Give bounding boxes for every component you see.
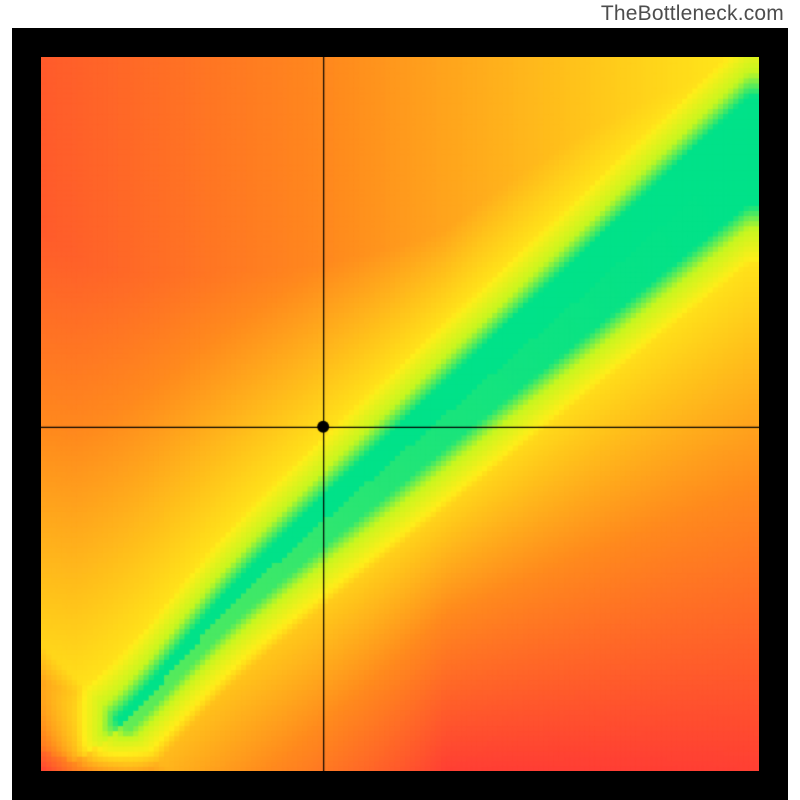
- watermark-label: TheBottleneck.com: [601, 2, 784, 26]
- crosshair-overlay-canvas: [41, 57, 759, 771]
